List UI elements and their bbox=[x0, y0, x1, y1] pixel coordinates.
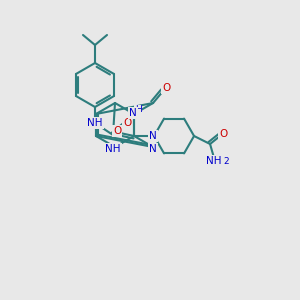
Text: NH: NH bbox=[105, 144, 121, 154]
Text: O: O bbox=[113, 126, 121, 136]
Text: NH: NH bbox=[206, 156, 222, 166]
Text: O: O bbox=[162, 83, 170, 93]
Text: N: N bbox=[149, 144, 157, 154]
Text: N: N bbox=[149, 131, 157, 141]
Text: H: H bbox=[135, 106, 141, 115]
Text: 2: 2 bbox=[223, 157, 229, 166]
Text: O: O bbox=[123, 118, 131, 128]
Text: N: N bbox=[129, 108, 137, 118]
Text: O: O bbox=[219, 129, 227, 139]
Text: NH: NH bbox=[87, 118, 103, 128]
